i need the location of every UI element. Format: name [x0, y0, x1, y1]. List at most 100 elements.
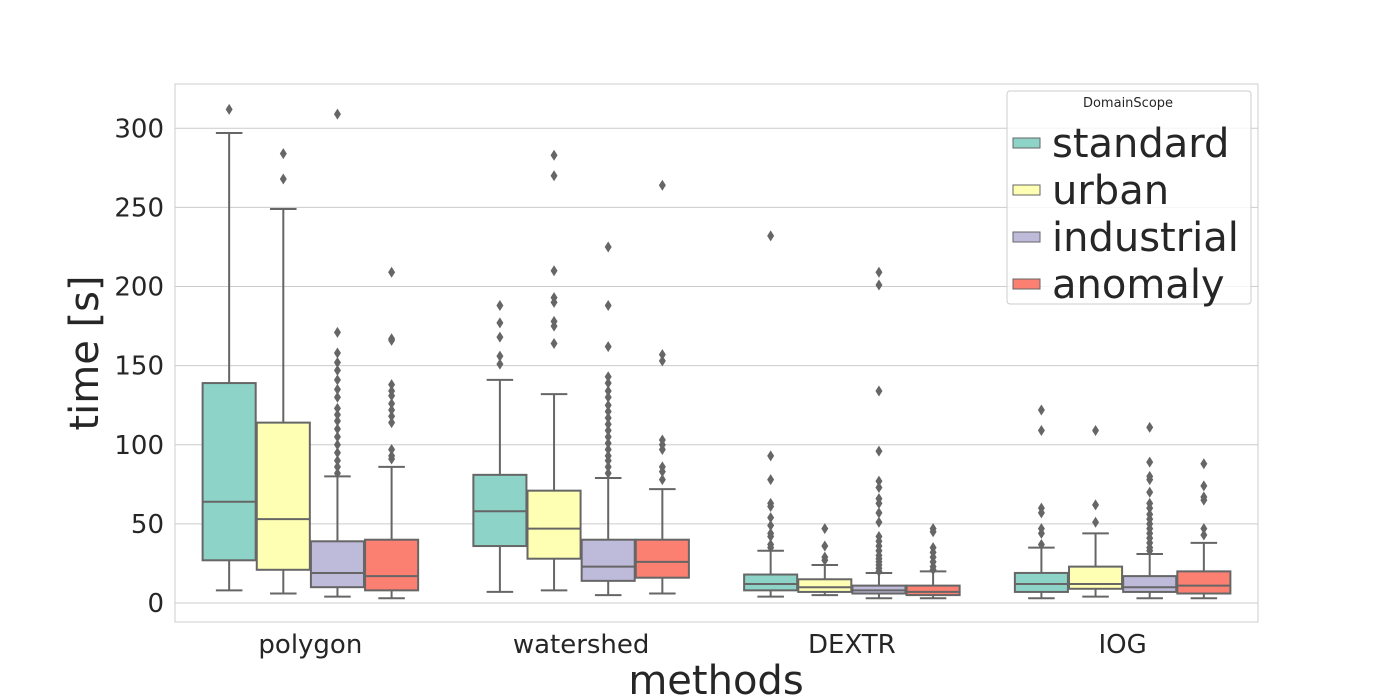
y-tick-label: 300	[114, 114, 164, 144]
box-IOG-urban	[1068, 425, 1124, 598]
outlier-point	[225, 103, 233, 115]
y-tick-label: 250	[114, 193, 164, 223]
outlier-point	[604, 412, 612, 424]
outlier-point	[767, 538, 775, 550]
legend-title: DomainScope	[1083, 96, 1173, 111]
outlier-point	[604, 418, 612, 430]
outlier-point	[1200, 491, 1208, 503]
box-iqr	[580, 538, 636, 582]
outlier-point	[333, 364, 341, 376]
outlier-point	[333, 409, 341, 421]
outlier-point	[1146, 497, 1154, 509]
box-IOG-anomaly	[1176, 458, 1232, 600]
outlier-point	[604, 341, 612, 353]
legend-swatch-standard	[1012, 137, 1041, 149]
outlier-point	[1037, 404, 1045, 416]
outlier-point	[604, 406, 612, 418]
outlier-point	[279, 148, 287, 160]
outlier-point	[604, 450, 612, 462]
outlier-point	[496, 317, 504, 329]
outlier-point	[333, 383, 341, 395]
outlier-point	[767, 474, 775, 486]
box-iqr	[797, 578, 853, 593]
outlier-point	[550, 170, 558, 182]
outlier-point	[550, 338, 558, 350]
y-tick-label: 100	[114, 431, 164, 461]
box-iqr	[743, 573, 799, 592]
x-tick-label: polygon	[258, 630, 362, 660]
box-series	[201, 103, 1232, 600]
outlier-point	[929, 542, 937, 554]
outlier-point	[1092, 499, 1100, 511]
box-polygon-industrial	[309, 108, 365, 598]
box-DEXTR-urban	[797, 523, 853, 597]
outlier-point	[333, 402, 341, 414]
y-axis-title: time [s]	[62, 275, 108, 430]
outlier-point	[875, 279, 883, 291]
outlier-point	[550, 149, 558, 161]
outlier-point	[388, 266, 396, 278]
legend-label-urban: urban	[1052, 168, 1169, 214]
legend-frame	[1006, 90, 1252, 305]
legend-label-standard: standard	[1052, 121, 1229, 167]
outlier-point	[496, 331, 504, 343]
outlier-point	[658, 434, 666, 446]
outlier-point	[604, 399, 612, 411]
outlier-point	[333, 447, 341, 459]
outlier-point	[875, 516, 883, 528]
outlier-point	[388, 333, 396, 345]
outlier-point	[1200, 529, 1208, 541]
outlier-point	[767, 519, 775, 531]
outlier-point	[1146, 508, 1154, 520]
outlier-point	[604, 391, 612, 403]
outlier-point	[1200, 523, 1208, 535]
outlier-point	[333, 326, 341, 338]
legend-swatch-anomaly	[1012, 278, 1041, 290]
outlier-point	[1092, 516, 1100, 528]
outlier-point	[1037, 538, 1045, 550]
legend-label-industrial: industrial	[1052, 215, 1239, 261]
outlier-point	[1200, 458, 1208, 470]
box-iqr	[364, 538, 420, 592]
box-polygon-anomaly	[364, 266, 420, 600]
outlier-point	[333, 467, 341, 479]
outlier-point	[550, 315, 558, 327]
outlier-point	[604, 437, 612, 449]
box-iqr	[1013, 571, 1069, 593]
outlier-point	[279, 173, 287, 185]
outlier-point	[604, 467, 612, 479]
box-polygon-standard	[201, 103, 257, 592]
outlier-point	[388, 398, 396, 410]
box-watershed-urban	[526, 149, 582, 592]
outlier-point	[821, 523, 829, 535]
box-DEXTR-anomaly	[905, 523, 961, 600]
outlier-point	[875, 531, 883, 543]
x-tick-label: watershed	[513, 630, 650, 660]
outlier-point	[821, 540, 829, 552]
outlier-point	[875, 266, 883, 278]
outlier-point	[604, 461, 612, 473]
x-tick-label: IOG	[1098, 630, 1146, 660]
outlier-point	[767, 527, 775, 539]
box-iqr	[255, 421, 311, 571]
outlier-point	[496, 300, 504, 312]
outlier-point	[658, 461, 666, 473]
box-IOG-industrial	[1122, 421, 1178, 600]
outlier-point	[1146, 486, 1154, 498]
outlier-point	[496, 358, 504, 370]
outlier-point	[333, 374, 341, 386]
outlier-point	[388, 450, 396, 462]
outlier-point	[496, 350, 504, 362]
outlier-point	[1092, 425, 1100, 437]
box-watershed-standard	[472, 300, 528, 593]
x-axis-title: methods	[628, 658, 803, 699]
outlier-point	[1200, 480, 1208, 492]
y-tick-label: 0	[147, 589, 164, 619]
outlier-point	[333, 455, 341, 467]
outlier-point	[333, 108, 341, 120]
outlier-point	[550, 265, 558, 277]
outlier-point	[604, 371, 612, 383]
box-polygon-urban	[255, 148, 311, 595]
y-tick-label: 50	[131, 510, 164, 540]
